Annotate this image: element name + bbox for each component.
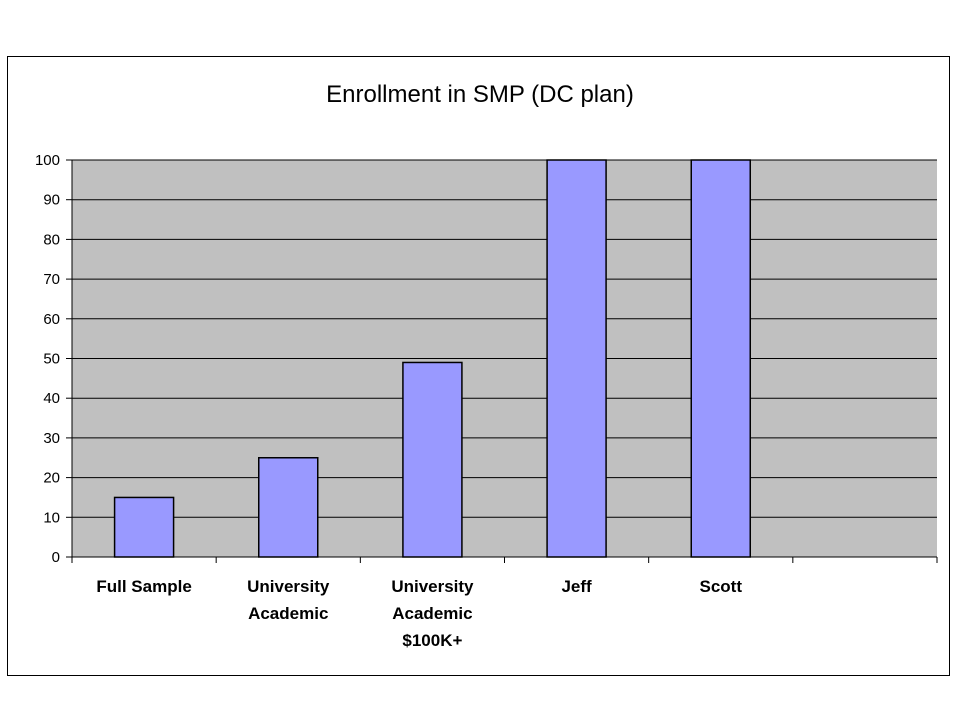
x-category-label-line: Full Sample xyxy=(96,577,191,596)
gridlines xyxy=(72,159,937,518)
y-tick-label: 90 xyxy=(43,192,60,209)
y-tick-label: 70 xyxy=(43,271,60,288)
bar xyxy=(113,496,175,558)
x-category-label-line: Scott xyxy=(700,577,743,596)
y-tick-labels: 0 10 20 30 40 50 60 70 80 90 100 xyxy=(35,152,60,566)
y-tick-label: 10 xyxy=(43,509,60,526)
x-category-label-line: Academic xyxy=(248,604,328,623)
x-category-label-line: Jeff xyxy=(561,577,592,596)
y-tick-label: 50 xyxy=(43,351,60,368)
y-tick-label: 0 xyxy=(52,549,60,566)
y-tick-label: 60 xyxy=(43,311,60,328)
x-category-label: Jeff xyxy=(561,577,592,596)
x-category-label: Scott xyxy=(700,577,743,596)
x-category-label-line: University xyxy=(391,577,474,596)
category-labels: Full Sample University Academic University A… xyxy=(96,577,743,650)
x-category-label-line: $100K+ xyxy=(402,631,462,650)
bar xyxy=(546,159,607,558)
y-tick-label: 40 xyxy=(43,390,60,407)
x-category-label-line: Academic xyxy=(392,604,472,623)
y-tick-label: 80 xyxy=(43,231,60,248)
bar xyxy=(402,361,463,558)
x-category-label: University Academic xyxy=(247,577,330,623)
y-tick-label: 100 xyxy=(35,152,60,169)
x-category-label: University Academic $100K+ xyxy=(391,577,474,650)
y-tick-label: 30 xyxy=(43,430,60,447)
chart-title: Enrollment in SMP (DC plan) xyxy=(326,81,634,108)
axes xyxy=(66,159,938,563)
bar xyxy=(690,159,751,558)
bar xyxy=(258,457,319,558)
x-category-label: Full Sample xyxy=(96,577,191,596)
x-category-label-line: University xyxy=(247,577,330,596)
y-tick-label: 20 xyxy=(43,470,60,487)
